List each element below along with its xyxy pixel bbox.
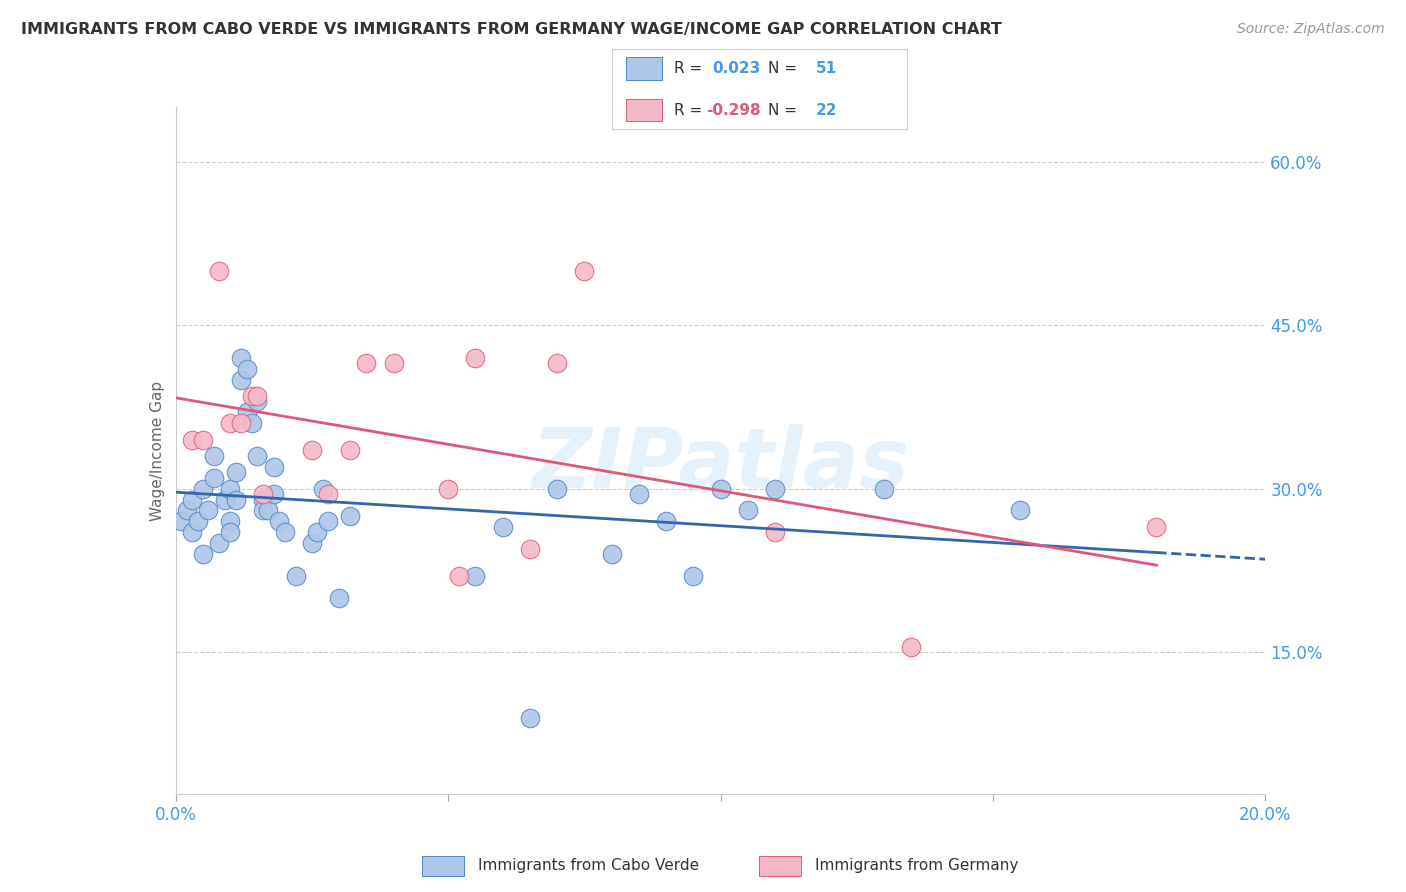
Text: Immigrants from Germany: Immigrants from Germany [815,858,1019,872]
Text: 51: 51 [815,61,837,76]
Point [274,525,297,540]
Point [263,459,285,474]
Point [202,449,225,463]
Text: R =: R = [673,103,707,118]
Bar [627,99,662,121]
Point [240,389,263,403]
Point [339,443,361,458]
Text: Immigrants from Cabo Verde: Immigrants from Cabo Verde [478,858,699,872]
Point [235,361,257,376]
Point [176,503,198,517]
Point [191,433,214,447]
Point [246,449,269,463]
Point [737,503,759,517]
Point [312,482,335,496]
Point [225,492,247,507]
Point [202,471,225,485]
Bar [759,856,801,876]
Point [600,547,623,561]
Point [214,492,236,507]
Point [246,394,269,409]
Point [252,492,274,507]
Bar [627,57,662,79]
Point [546,356,568,370]
Point [208,263,231,277]
Point [235,405,257,419]
Point [170,514,193,528]
Point [464,569,486,583]
Point [763,482,786,496]
Point [339,508,361,523]
Point [257,503,280,517]
Point [219,514,242,528]
Point [252,503,274,517]
Point [519,541,541,556]
Bar [422,856,464,876]
Text: R =: R = [673,61,711,76]
Point [284,569,307,583]
Text: N =: N = [768,61,801,76]
Point [231,351,253,365]
Point [447,569,470,583]
Point [219,482,242,496]
Point [219,416,242,430]
Point [301,443,323,458]
Point [208,536,231,550]
Y-axis label: Wage/Income Gap: Wage/Income Gap [149,380,165,521]
Point [181,433,204,447]
Text: IMMIGRANTS FROM CABO VERDE VS IMMIGRANTS FROM GERMANY WAGE/INCOME GAP CORRELATIO: IMMIGRANTS FROM CABO VERDE VS IMMIGRANTS… [21,22,1002,37]
Point [1010,503,1032,517]
Text: Source: ZipAtlas.com: Source: ZipAtlas.com [1237,22,1385,37]
Point [263,487,285,501]
Point [546,482,568,496]
Point [710,482,733,496]
Point [240,416,263,430]
Point [763,525,786,540]
Text: 0.023: 0.023 [711,61,761,76]
Point [519,710,541,724]
Point [682,569,704,583]
Point [181,492,204,507]
Point [655,514,678,528]
Point [1144,520,1167,534]
Point [186,514,209,528]
Point [873,482,896,496]
Point [252,487,274,501]
Point [574,263,596,277]
Point [356,356,378,370]
Point [437,482,460,496]
Point [900,640,922,654]
Point [191,482,214,496]
Point [197,503,219,517]
Text: -0.298: -0.298 [706,103,761,118]
Point [181,525,204,540]
Point [318,514,340,528]
Point [382,356,405,370]
Point [269,514,291,528]
Text: 22: 22 [815,103,837,118]
Point [301,536,323,550]
Point [627,487,650,501]
Point [191,547,214,561]
Point [307,525,329,540]
Text: ZIPatlas: ZIPatlas [531,424,910,505]
Point [246,389,269,403]
Point [492,520,515,534]
Point [318,487,340,501]
Point [231,373,253,387]
Text: N =: N = [768,103,801,118]
Point [219,525,242,540]
Point [464,351,486,365]
Point [231,416,253,430]
Point [225,465,247,479]
Point [328,591,350,605]
